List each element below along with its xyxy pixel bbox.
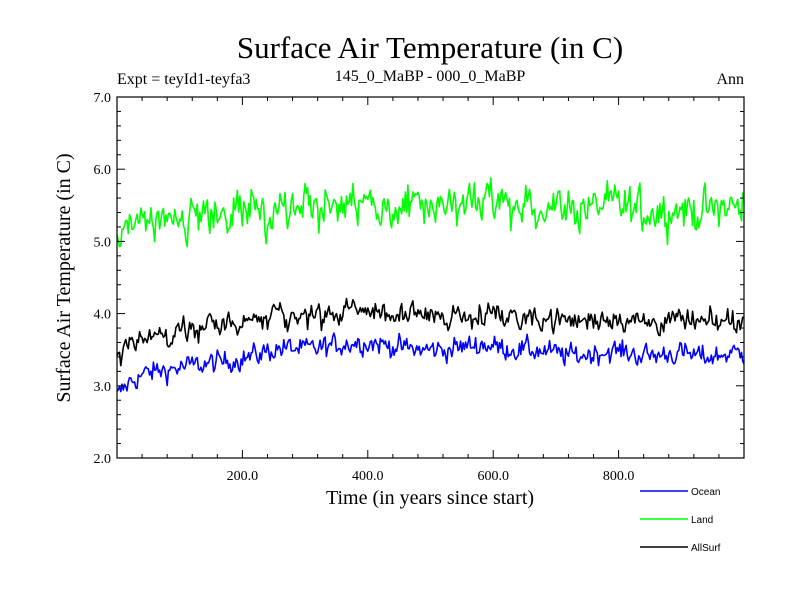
x-tick-label: 600.0 (477, 469, 509, 484)
series-layer (116, 177, 745, 393)
y-tick-label: 3.0 (94, 380, 112, 395)
chart-title: Surface Air Temperature (in C) (237, 30, 623, 65)
x-axis-label: Time (in years since start) (326, 487, 534, 509)
x-tick-label: 800.0 (603, 469, 635, 484)
chart-subtitle-left: Expt = teyId1-teyfa3 (117, 71, 250, 88)
legend-label-ocean: Ocean (691, 487, 720, 498)
plot-frame (116, 96, 745, 459)
y-tick-label: 4.0 (94, 308, 112, 323)
legend-label-land: Land (691, 515, 713, 526)
y-tick-label: 5.0 (94, 235, 112, 250)
x-tick-label: 200.0 (227, 469, 259, 484)
y-tick-label: 6.0 (94, 163, 112, 178)
series-line-allsurf (116, 297, 745, 367)
chart-subtitle-right: Ann (716, 71, 744, 88)
y-tick-label: 2.0 (94, 452, 112, 467)
y-axis: 2.0 3.0 4.0 5.0 6.0 7.0 (94, 91, 744, 467)
series-line-land (116, 177, 745, 248)
series-line-ocean (116, 332, 745, 393)
chart-subtitle-center: 145_0_MaBP - 000_0_MaBP (335, 68, 526, 85)
y-axis-label: Surface Air Temperature (in C) (53, 153, 75, 402)
legend: Ocean Land AllSurf (640, 487, 721, 554)
legend-label-allsurf: AllSurf (691, 543, 721, 554)
y-tick-label: 7.0 (94, 91, 112, 106)
x-tick-label: 400.0 (352, 469, 384, 484)
x-axis: 200.0 400.0 600.0 800.0 (116, 97, 745, 484)
